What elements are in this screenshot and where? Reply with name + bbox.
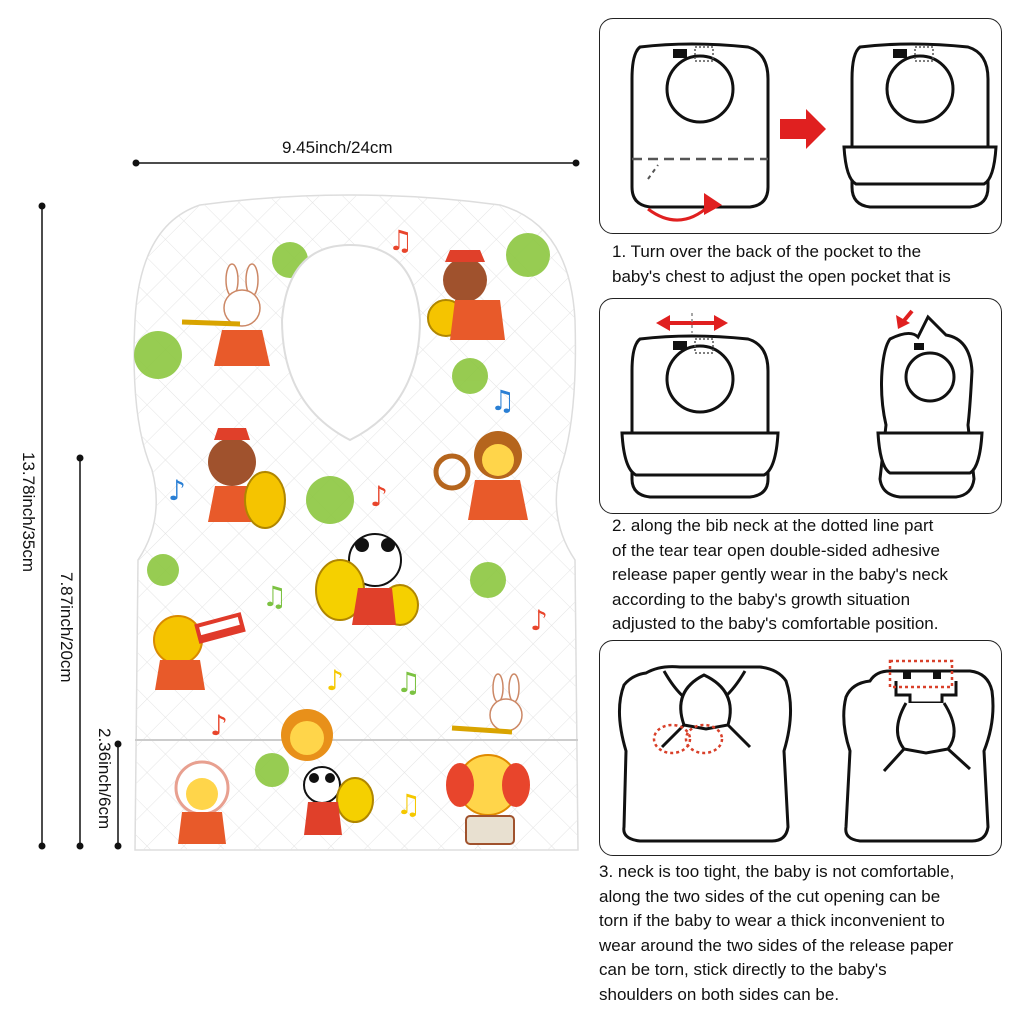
svg-text:♪: ♪ bbox=[210, 709, 228, 742]
step-3-diagram bbox=[617, 659, 995, 843]
monkey-character bbox=[433, 431, 528, 520]
step-3-panel bbox=[599, 640, 1002, 856]
elephant-character bbox=[446, 754, 530, 845]
svg-text:♪: ♪ bbox=[326, 664, 344, 697]
cut-mark-left-icon bbox=[652, 723, 692, 755]
svg-text:♫: ♫ bbox=[396, 788, 421, 821]
rabbit-character bbox=[181, 263, 270, 366]
svg-text:♪: ♪ bbox=[370, 480, 388, 513]
cut-mark-right-icon bbox=[684, 723, 724, 755]
width-label: 9.45inch/24cm bbox=[282, 138, 393, 157]
svg-text:♫: ♫ bbox=[490, 384, 515, 417]
step-1-caption: 1. Turn over the back of the pocket to t… bbox=[612, 242, 951, 286]
release-paper-mark-icon bbox=[888, 659, 954, 689]
svg-text:♫: ♫ bbox=[262, 580, 287, 613]
svg-text:♪: ♪ bbox=[168, 474, 186, 507]
bear-character bbox=[208, 428, 286, 529]
right-arrow-icon bbox=[780, 109, 826, 149]
svg-text:♪: ♪ bbox=[530, 604, 548, 637]
step-1-panel bbox=[599, 18, 1002, 234]
rabbit-2-character bbox=[451, 673, 523, 735]
panda-2-character bbox=[303, 766, 374, 835]
step-2-caption: 2. along the bib neck at the dotted line… bbox=[612, 516, 948, 633]
step-2-diagram bbox=[620, 309, 984, 499]
step-3-caption: 3. neck is too tight, the baby is not co… bbox=[599, 862, 955, 1004]
panda-character bbox=[315, 533, 419, 626]
step-2-panel bbox=[599, 298, 1002, 514]
lion-character bbox=[281, 709, 333, 761]
sheep-character bbox=[174, 760, 230, 844]
tiger-character bbox=[153, 612, 246, 690]
svg-text:♫: ♫ bbox=[388, 224, 413, 257]
dog-character bbox=[427, 250, 505, 340]
step-1-diagram bbox=[630, 42, 998, 222]
svg-text:♫: ♫ bbox=[396, 666, 421, 699]
